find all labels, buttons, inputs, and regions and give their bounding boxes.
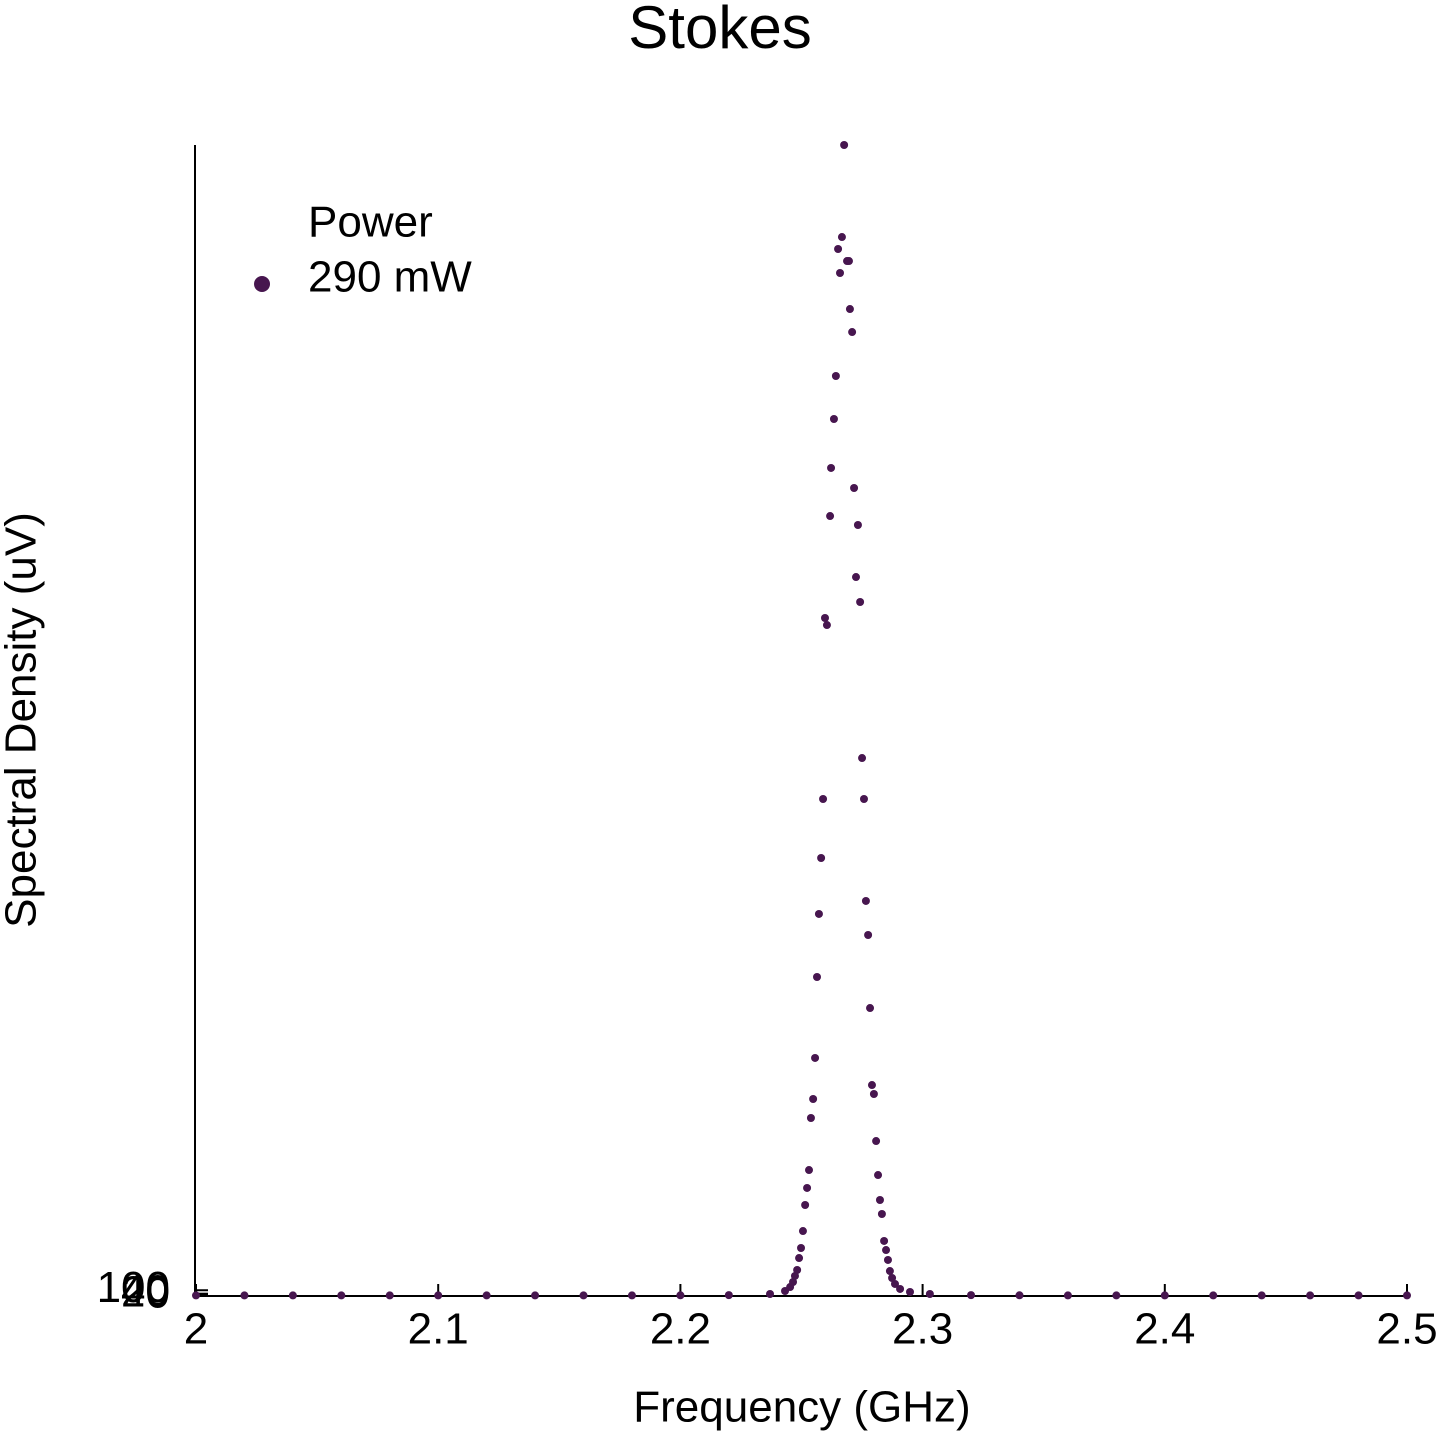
point	[1015, 1291, 1024, 1300]
point	[1403, 1291, 1411, 1300]
point	[859, 794, 868, 803]
point	[869, 1089, 878, 1098]
point	[850, 483, 859, 492]
y-tick-label: 40	[121, 1266, 170, 1315]
point	[789, 1278, 798, 1287]
point	[867, 1081, 876, 1090]
legend-marker	[254, 276, 270, 292]
point	[627, 1291, 636, 1300]
point	[385, 1291, 394, 1300]
point	[836, 268, 845, 277]
point	[872, 1137, 881, 1146]
point	[1257, 1291, 1266, 1300]
point	[531, 1291, 540, 1300]
point	[766, 1289, 775, 1298]
point	[482, 1291, 491, 1300]
point	[192, 1291, 200, 1300]
point	[795, 1254, 804, 1263]
point	[888, 1273, 897, 1282]
point	[858, 754, 867, 763]
x-tick-label: 2.3	[892, 1305, 953, 1354]
point	[819, 794, 828, 803]
point	[827, 463, 836, 472]
point	[806, 1113, 815, 1122]
point	[840, 141, 849, 149]
legend-title: Power	[308, 198, 433, 247]
point	[811, 1053, 820, 1062]
point	[874, 1171, 883, 1180]
x-tick-label: 2	[184, 1305, 208, 1354]
point	[1063, 1291, 1072, 1300]
point	[805, 1166, 814, 1175]
y-tick-label: 0	[146, 1269, 170, 1318]
point	[817, 853, 826, 862]
point	[853, 521, 862, 530]
x-tick-label: 2.5	[1376, 1305, 1437, 1354]
point	[883, 1255, 892, 1264]
point	[434, 1291, 443, 1300]
point	[288, 1291, 297, 1300]
point	[337, 1291, 346, 1300]
chart-title: Stokes	[628, 0, 811, 61]
point	[890, 1279, 899, 1288]
point	[1160, 1291, 1169, 1300]
point	[724, 1291, 733, 1300]
y-axis-label: Spectral Density (uV)	[0, 512, 46, 928]
point	[844, 257, 853, 266]
point	[676, 1291, 685, 1300]
legend-label: 290 mW	[308, 253, 472, 302]
y-tick-label: 100	[97, 1263, 170, 1312]
point	[1112, 1291, 1121, 1300]
point	[1306, 1291, 1315, 1300]
point	[861, 896, 870, 905]
point	[866, 1004, 875, 1013]
point	[826, 512, 835, 521]
point	[864, 930, 873, 939]
point	[885, 1267, 894, 1276]
point	[240, 1291, 249, 1300]
point	[967, 1291, 976, 1300]
point	[845, 305, 854, 314]
y-tick-label: 20	[121, 1267, 170, 1316]
point	[813, 973, 822, 982]
point	[579, 1291, 588, 1300]
point	[831, 372, 840, 381]
point	[1209, 1291, 1218, 1300]
point	[829, 414, 838, 423]
point	[798, 1227, 807, 1236]
point	[906, 1287, 915, 1296]
point	[801, 1201, 810, 1210]
point	[803, 1183, 812, 1192]
x-axis-label: Frequency (GHz)	[633, 1383, 970, 1432]
point	[820, 614, 829, 623]
point	[877, 1209, 886, 1218]
point	[896, 1284, 905, 1293]
x-tick-label: 2.2	[650, 1305, 711, 1354]
point	[837, 233, 846, 242]
point	[793, 1265, 802, 1274]
point	[856, 598, 865, 607]
point	[814, 909, 823, 918]
point	[880, 1236, 889, 1245]
point	[1354, 1291, 1363, 1300]
point	[882, 1246, 891, 1255]
point	[851, 573, 860, 582]
x-tick-label: 2.4	[1134, 1305, 1195, 1354]
x-tick-label: 2.1	[408, 1305, 469, 1354]
point	[875, 1196, 884, 1205]
point	[848, 328, 857, 337]
point	[834, 244, 843, 253]
point	[809, 1095, 818, 1104]
point	[822, 621, 831, 630]
point	[797, 1244, 806, 1253]
point	[925, 1289, 934, 1298]
